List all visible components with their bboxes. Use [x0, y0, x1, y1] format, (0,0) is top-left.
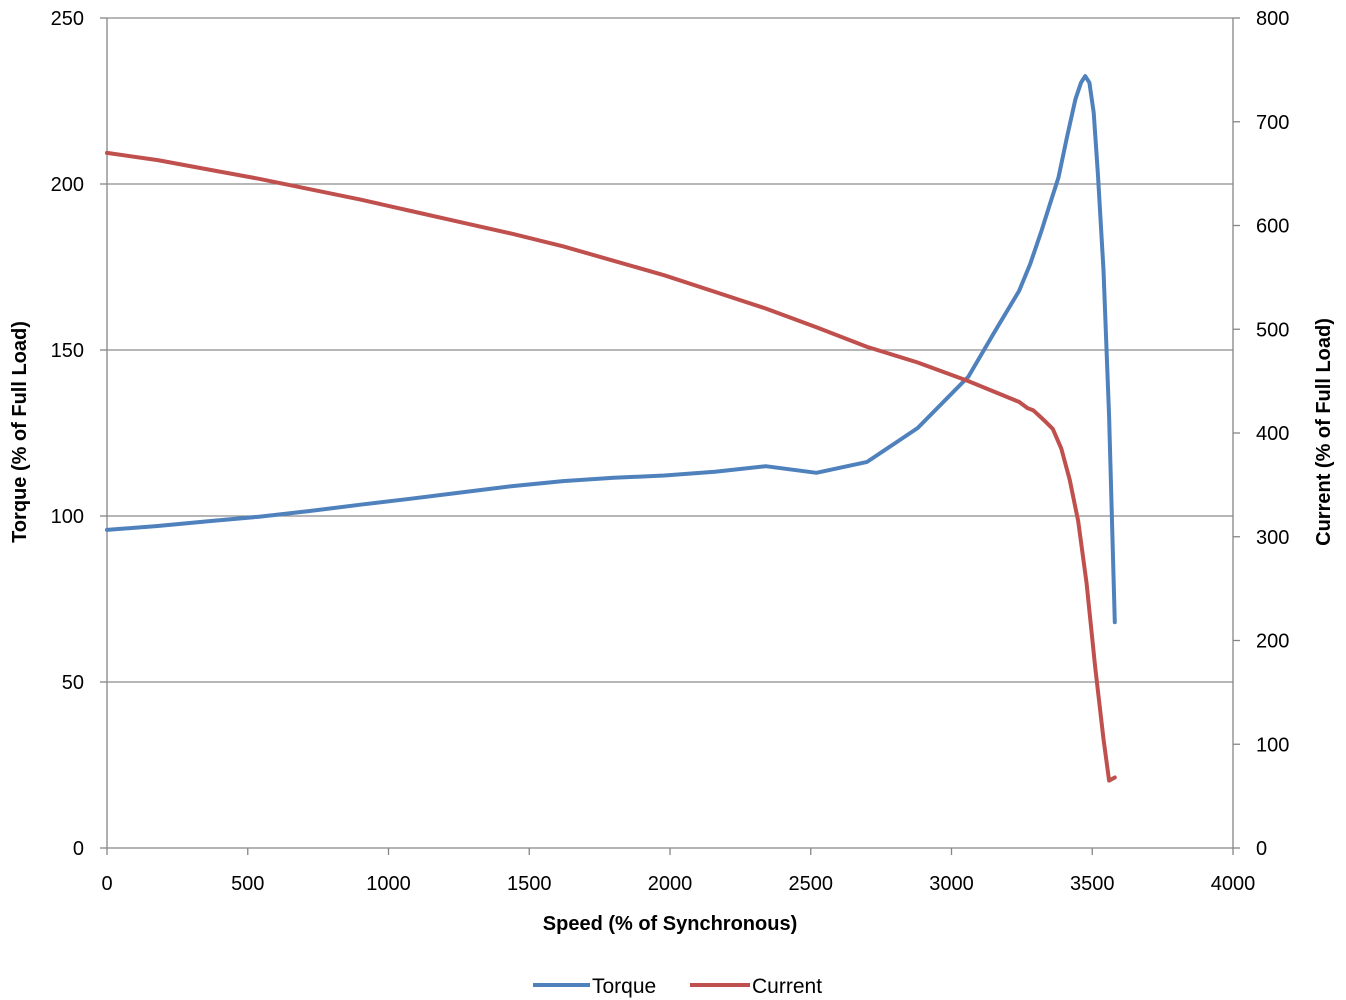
- x-tick-label: 2000: [648, 873, 693, 895]
- legend: Torque Current: [533, 975, 822, 998]
- y2-tick-label: 300: [1256, 527, 1289, 549]
- x-tick-label: 1500: [507, 873, 552, 895]
- series-lines: [105, 74, 1117, 783]
- y-tick-label: 250: [51, 8, 84, 30]
- y-tick-label: 100: [51, 506, 84, 528]
- y2-tick-label: 600: [1256, 216, 1289, 238]
- y2-tick-label: 200: [1256, 631, 1289, 653]
- y-tick-label: 50: [62, 672, 84, 694]
- x-axis-title: Speed (% of Synchronous): [543, 913, 797, 935]
- tick-labels: 0 500 1000 1500 2000 2500 3000 3500 400005010015…: [51, 8, 1290, 895]
- y2-tick-label: 800: [1256, 8, 1289, 30]
- x-tick-label: 2500: [789, 873, 834, 895]
- x-tick-label: 3000: [929, 873, 974, 895]
- legend-label-current: Current: [752, 975, 822, 998]
- y-tick-label: 150: [51, 340, 84, 362]
- y2-tick-label: 0: [1256, 838, 1267, 860]
- series-line-torque: [105, 74, 1117, 625]
- x-tick-label: 500: [231, 873, 264, 895]
- y-axis-title-left: Torque (% of Full Load): [9, 321, 31, 543]
- x-tick-label: 3500: [1070, 873, 1115, 895]
- y2-tick-label: 500: [1256, 319, 1289, 341]
- y-axis-title-right: Current (% of Full Load): [1313, 318, 1335, 546]
- series-line-current: [105, 150, 1117, 783]
- y2-tick-label: 100: [1256, 734, 1289, 756]
- x-tick-label: 4000: [1211, 873, 1256, 895]
- gridlines: [107, 17, 1233, 683]
- x-tick-label: 1000: [366, 873, 411, 895]
- y-tick-label: 200: [51, 174, 84, 196]
- y2-tick-label: 700: [1256, 112, 1289, 134]
- x-tick-label: 0: [101, 873, 112, 895]
- axes: [100, 17, 1240, 855]
- y-tick-label: 0: [73, 838, 84, 860]
- y2-tick-label: 400: [1256, 423, 1289, 445]
- legend-label-torque: Torque: [592, 975, 656, 998]
